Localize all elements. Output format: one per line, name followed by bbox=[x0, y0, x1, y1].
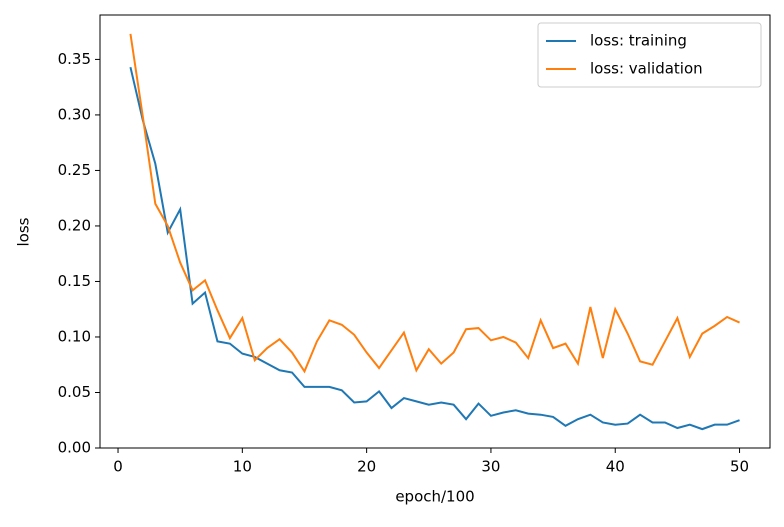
x-tick-label: 20 bbox=[357, 458, 376, 476]
y-tick-label: 0.15 bbox=[58, 272, 91, 290]
series-line bbox=[129, 33, 740, 374]
y-axis-label: loss bbox=[15, 217, 33, 246]
legend-label: loss: training bbox=[590, 32, 687, 50]
x-axis-label: epoch/100 bbox=[395, 488, 474, 506]
y-tick-label: 0.00 bbox=[58, 439, 91, 457]
series-line bbox=[129, 66, 740, 431]
y-tick-label: 0.30 bbox=[58, 105, 91, 123]
x-tick-label: 30 bbox=[481, 458, 500, 476]
y-tick-label: 0.20 bbox=[58, 216, 91, 234]
legend-label: loss: validation bbox=[590, 60, 703, 78]
y-tick-label: 0.35 bbox=[58, 50, 91, 68]
legend-box bbox=[537, 22, 762, 88]
x-tick-label: 40 bbox=[606, 458, 625, 476]
x-tick-label: 50 bbox=[730, 458, 749, 476]
y-tick-label: 0.25 bbox=[58, 161, 91, 179]
plot-frame bbox=[99, 14, 771, 449]
x-tick-label: 0 bbox=[113, 458, 123, 476]
x-tick-label: 10 bbox=[233, 458, 252, 476]
y-tick-label: 0.10 bbox=[58, 327, 91, 345]
y-tick-label: 0.05 bbox=[58, 383, 91, 401]
